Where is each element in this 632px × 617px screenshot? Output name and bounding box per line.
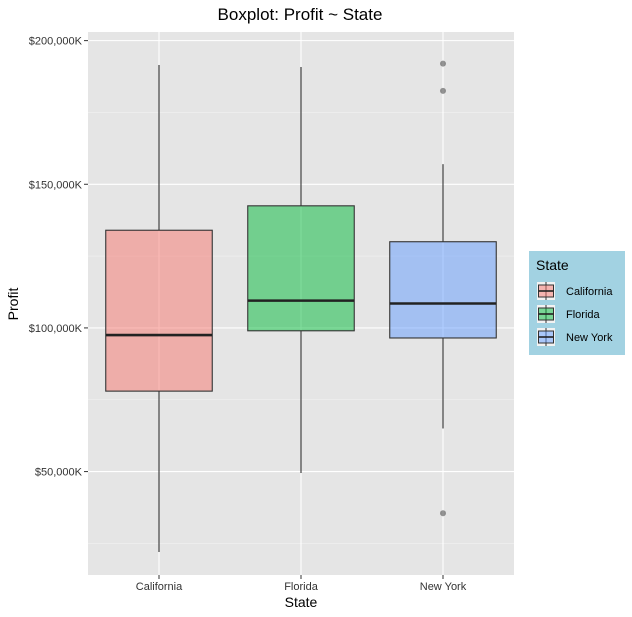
y-tick-label: $50,000K xyxy=(35,467,83,479)
y-axis-title: Profit xyxy=(5,288,21,321)
outlier-point xyxy=(440,60,446,67)
box-florida xyxy=(247,67,355,474)
box-california xyxy=(105,65,213,553)
y-tick-label: $150,000K xyxy=(29,179,83,191)
y-tick-label: $100,000K xyxy=(29,323,83,335)
box-body xyxy=(389,241,497,339)
legend-label: New York xyxy=(566,332,613,344)
box-body xyxy=(247,205,355,332)
legend: State California Florida New York xyxy=(529,251,625,355)
legend-entry: California xyxy=(537,282,613,300)
legend-label: California xyxy=(566,286,613,298)
legend-entries: California Florida New York xyxy=(537,282,613,346)
x-tick-label: Florida xyxy=(284,581,319,593)
outlier-point xyxy=(440,87,446,94)
legend-entry: New York xyxy=(537,328,613,346)
legend-entry: Florida xyxy=(537,305,601,323)
chart-title: Boxplot: Profit ~ State xyxy=(218,5,383,24)
x-axis: California Florida New York xyxy=(136,575,467,593)
boxes xyxy=(105,60,497,553)
y-tick-label: $200,000K xyxy=(29,36,83,48)
box-body xyxy=(105,229,213,392)
x-tick-label: New York xyxy=(420,581,467,593)
x-tick-label: California xyxy=(136,581,183,593)
x-axis-title: State xyxy=(285,594,318,610)
y-axis: $50,000K $100,000K $150,000K $200,000K xyxy=(29,36,88,479)
legend-title: State xyxy=(536,257,569,273)
box-new-york xyxy=(389,60,497,517)
outlier-point xyxy=(440,510,446,517)
legend-label: Florida xyxy=(566,309,601,321)
